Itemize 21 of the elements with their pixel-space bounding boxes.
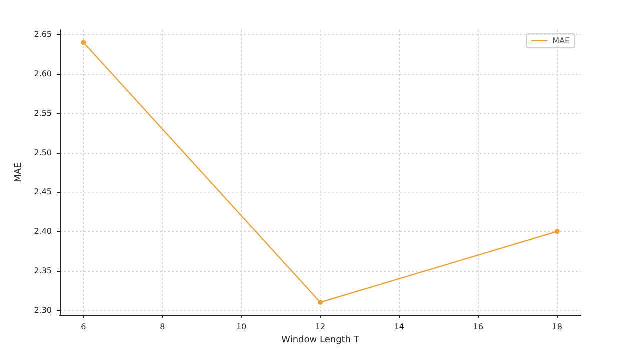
x-tick-label: 6: [81, 322, 86, 332]
y-tick-label: 2.60: [34, 70, 52, 79]
point: [81, 40, 86, 46]
x-axis-title: Window Length T: [282, 336, 360, 346]
x-tick-label: 10: [236, 322, 247, 332]
x-tick-label: 18: [552, 322, 562, 332]
x-tick-label: 12: [315, 322, 326, 332]
y-tick-label: 2.45: [34, 188, 52, 197]
y-tick-label: 2.30: [34, 306, 52, 315]
x-tick-label: 14: [394, 322, 405, 332]
y-tick-label: 2.55: [34, 108, 52, 118]
point: [318, 300, 323, 305]
point: [554, 229, 560, 234]
x-tick-label: 16: [473, 322, 484, 332]
y-tick-label: 2.40: [34, 227, 52, 236]
y-tick-label: 2.35: [34, 266, 52, 276]
y-axis-title: MAE: [14, 162, 24, 182]
y-tick-label: 2.65: [34, 30, 52, 40]
legend-label: MAE: [552, 36, 570, 46]
x-tick-label: 8: [160, 322, 166, 332]
y-tick-label: 2.50: [34, 148, 52, 158]
